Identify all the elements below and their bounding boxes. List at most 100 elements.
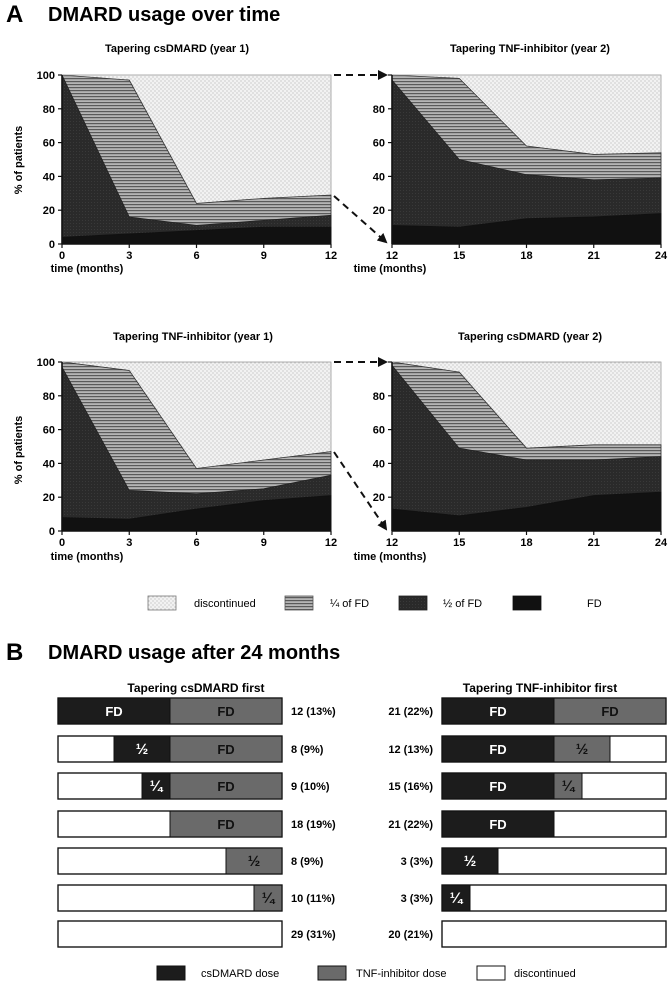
area-fd — [61, 226, 332, 245]
bar-count-label: 20 (21%) — [388, 929, 433, 941]
y-tick-label: 80 — [373, 104, 385, 116]
bar-segment-csdmard — [113, 735, 171, 763]
legend-swatch-csdmard-dose — [156, 965, 186, 981]
x-tick-label: 6 — [193, 537, 199, 549]
bar-segment-csdmard — [441, 847, 499, 875]
bar-segment-tnf — [169, 772, 283, 800]
x-tick-label: 15 — [453, 537, 465, 549]
chart-title: Tapering csDMARD (year 1) — [105, 43, 249, 55]
chart-3-marks: 12 15 18 21 24 20 40 60 80 — [373, 361, 668, 549]
bar-outline — [441, 884, 667, 912]
bar-segment-label: FD — [217, 779, 234, 794]
bar-segment-label: ¼ — [262, 890, 276, 907]
bar-segment-label: ¼ — [150, 778, 164, 795]
x-tick-label: 15 — [453, 250, 465, 262]
legend-label-fd: FD — [587, 598, 602, 610]
x-tick-label: 18 — [520, 537, 532, 549]
bar-group-1: FD FD 21 (22%) FD ½ 12 (13%) FD ¼ 15 (16%) FD 21 (… — [388, 697, 667, 948]
dose-bar-row: FD FD 12 (13%) — [57, 697, 336, 725]
panel-a-letter: A — [6, 1, 23, 28]
connector-arrows — [333, 70, 388, 531]
bar-count-label: 3 (3%) — [401, 856, 434, 868]
group-title-csdmard-first: Tapering csDMARD first — [127, 681, 264, 695]
x-tick-label: 3 — [126, 250, 132, 262]
dose-bar-row: FD 21 (22%) — [388, 810, 667, 838]
arrow-top-lower — [333, 195, 388, 244]
bar-count-label: 12 (13%) — [291, 706, 336, 718]
y-tick-label: 60 — [43, 138, 55, 150]
bar-segment-label: ½ — [136, 741, 149, 758]
legend-swatch-quarter-fd — [284, 595, 314, 611]
legend-label-half-fd: ½ of FD — [443, 598, 482, 610]
bar-count-label: 10 (11%) — [291, 893, 335, 905]
bar-outline — [57, 920, 283, 948]
chart-0-marks: 0 3 6 9 12 0 20 40 60 80 100 — [37, 70, 337, 262]
bar-segment-csdmard — [441, 697, 555, 725]
bar-border — [57, 810, 283, 838]
dose-bar-row: FD ½ 12 (13%) — [388, 735, 667, 763]
x-axis-label: time (months) — [354, 263, 427, 275]
legend-label-discontinued-b: discontinued — [514, 968, 576, 980]
y-tick-label: 40 — [373, 458, 385, 470]
y-tick-label: 80 — [43, 104, 55, 116]
y-tick-label: 40 — [43, 458, 55, 470]
legend-label-csdmard-dose: csDMARD dose — [201, 968, 279, 980]
chart-2-marks: 0 3 6 9 12 0 20 40 60 80 100 — [37, 357, 337, 549]
bar-segment-label: FD — [489, 779, 506, 794]
bar-segment-tnf — [553, 735, 611, 763]
y-tick-label: 100 — [37, 70, 55, 82]
x-axis-label: time (months) — [354, 551, 427, 563]
bar-border — [57, 884, 283, 912]
bar-count-label: 8 (9%) — [291, 856, 324, 868]
dose-bar-row: ½ FD 8 (9%) — [57, 735, 324, 763]
dose-bar-row: FD ¼ 15 (16%) — [388, 772, 667, 800]
chart-tnf-year2: Tapering TNF-inhibitor (year 2) time (mo… — [354, 43, 611, 275]
bar-segment-label: ¼ — [450, 890, 464, 907]
dose-bar-row: 29 (31%) — [57, 920, 336, 948]
chart-title: Tapering TNF-inhibitor (year 2) — [450, 43, 610, 55]
area-fd — [391, 213, 662, 245]
chart-title: Tapering csDMARD (year 2) — [458, 331, 602, 343]
bar-segment-label: FD — [217, 742, 234, 757]
x-tick-label: 21 — [588, 250, 600, 262]
bar-segment-csdmard — [441, 884, 471, 912]
bar-segment-label: FD — [217, 817, 234, 832]
group-title-tnf-first: Tapering TNF-inhibitor first — [463, 681, 617, 695]
x-axis-label: time (months) — [51, 263, 124, 275]
x-axis-label: time (months) — [51, 551, 124, 563]
chart-tnf-year1: Tapering TNF-inhibitor (year 1) time (mo… — [51, 331, 274, 563]
panel-a-legend: discontinued ¼ of FD ½ of FD FD — [147, 595, 602, 611]
dose-bar-row: FD FD 21 (22%) — [388, 697, 667, 725]
bar-count-label: 18 (19%) — [291, 819, 336, 831]
y-tick-label: 80 — [43, 391, 55, 403]
bar-count-label: 8 (9%) — [291, 744, 324, 756]
dose-bar-row: ½ 3 (3%) — [401, 847, 667, 875]
x-tick-label: 0 — [59, 537, 65, 549]
bar-count-label: 15 (16%) — [388, 781, 433, 793]
x-tick-label: 18 — [520, 250, 532, 262]
bar-border — [441, 810, 667, 838]
legend-label-discontinued: discontinued — [194, 598, 256, 610]
legend-label-tnf-dose: TNF-inhibitor dose — [356, 968, 446, 980]
y-tick-label: 20 — [373, 205, 385, 217]
y-tick-label: 0 — [49, 526, 55, 538]
panel-b-title: DMARD usage after 24 months — [48, 642, 340, 664]
bar-group-0: FD FD 12 (13%) ½ FD 8 (9%) ¼ FD 9 (10%) FD 18 (19%… — [57, 697, 336, 948]
bar-count-label: 3 (3%) — [401, 893, 434, 905]
bar-count-label: 12 (13%) — [388, 744, 433, 756]
y-tick-label: 60 — [43, 425, 55, 437]
x-tick-label: 6 — [193, 250, 199, 262]
bar-border — [441, 735, 667, 763]
area-fd — [61, 495, 332, 532]
x-tick-label: 12 — [386, 250, 398, 262]
bar-segment-csdmard — [441, 772, 555, 800]
x-tick-label: 9 — [261, 537, 267, 549]
bar-count-label: 9 (10%) — [291, 781, 330, 793]
y-tick-label: 20 — [373, 492, 385, 504]
bar-segment-tnf — [169, 697, 283, 725]
panel-b-letter: B — [6, 639, 23, 666]
dose-bar-row: FD 18 (19%) — [57, 810, 336, 838]
bar-segment-label: FD — [105, 704, 122, 719]
